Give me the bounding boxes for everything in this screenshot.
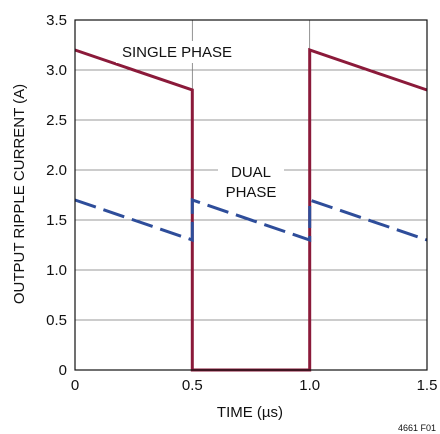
y-tick-label: 2.5 bbox=[46, 112, 67, 129]
figure-code: 4661 F01 bbox=[398, 423, 436, 433]
dual-phase-label-line1: DUAL bbox=[231, 164, 271, 181]
plot-frame bbox=[74, 19, 428, 371]
x-tick-label: 0.5 bbox=[182, 377, 203, 394]
single-phase-label-bg bbox=[116, 41, 238, 63]
y-tick-label: 0 bbox=[59, 362, 67, 379]
y-tick-label: 1.5 bbox=[46, 212, 67, 229]
dual-phase-label-bg bbox=[218, 160, 284, 204]
x-axis-title: TIME (µs) bbox=[217, 404, 283, 421]
y-tick-label: 0.5 bbox=[46, 312, 67, 329]
x-tick-label: 1.0 bbox=[299, 377, 320, 394]
single-phase-line bbox=[74, 47, 428, 372]
y-tick-label: 3.5 bbox=[46, 12, 67, 29]
single-phase-label: SINGLE PHASE bbox=[122, 44, 232, 61]
y-tick-label: 1.0 bbox=[46, 262, 67, 279]
x-tick-label: 1.5 bbox=[417, 377, 438, 394]
dual-phase-label-line2: PHASE bbox=[226, 184, 277, 201]
y-axis-title: OUTPUT RIPPLE CURRENT (A) bbox=[11, 84, 28, 304]
y-tick-label: 3.0 bbox=[46, 62, 67, 79]
x-tick-label: 0 bbox=[71, 377, 79, 394]
series-group bbox=[74, 47, 428, 372]
dual-phase-line bbox=[74, 197, 428, 243]
y-tick-label: 2.0 bbox=[46, 162, 67, 179]
tick-labels: 0 0.5 1.0 1.5 2.0 2.5 3.0 3.5 0 0.5 1.0 1.5 bbox=[46, 12, 437, 394]
